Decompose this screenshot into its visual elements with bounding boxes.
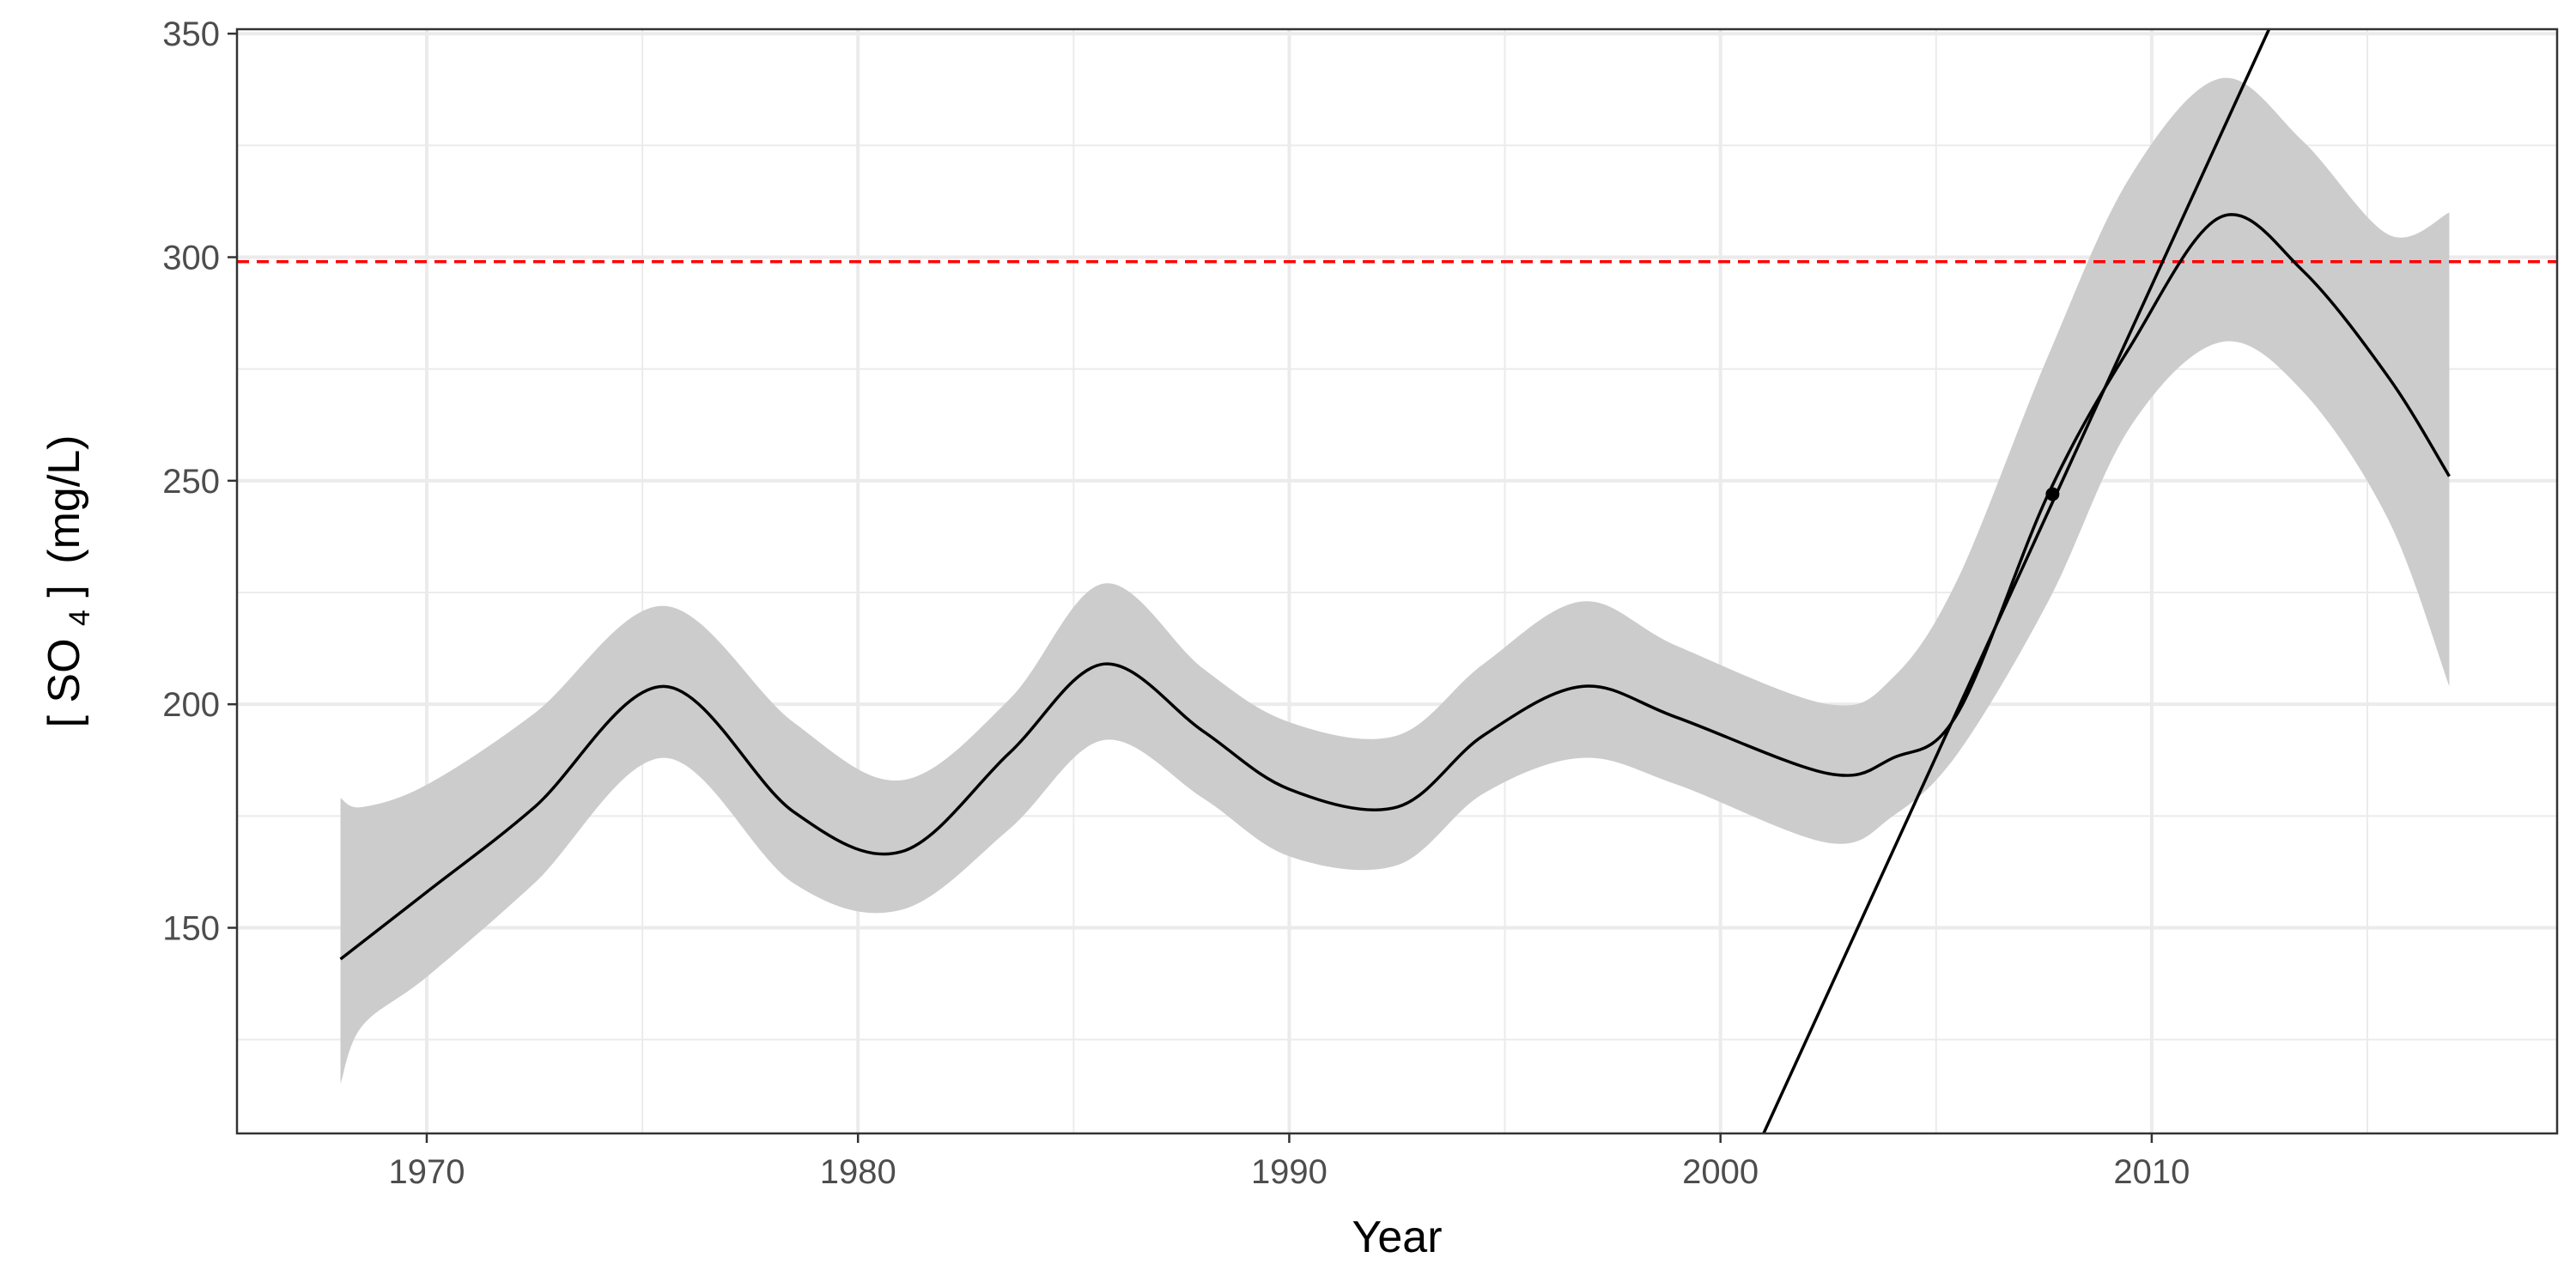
plot-border bbox=[235, 27, 2559, 1135]
y-axis: 150 200 250 300 350 bbox=[162, 15, 237, 948]
confidence-band bbox=[340, 77, 2450, 1084]
y-title-species: SO bbox=[39, 638, 89, 702]
y-title-unit: (mg/L) bbox=[39, 434, 89, 563]
y-title-bracket-close: ] bbox=[39, 585, 89, 597]
y-tick-label: 200 bbox=[162, 686, 220, 724]
svg-text:[ SO 4 ]: [ SO 4 ] (mg/L) bbox=[39, 434, 100, 727]
x-axis-title: Year bbox=[1352, 1212, 1442, 1262]
y-title-bracket-open: [ bbox=[39, 715, 89, 728]
y-axis-title: [ SO 4 ] (mg/L) bbox=[39, 434, 100, 727]
x-tick-label: 2000 bbox=[1682, 1153, 1759, 1191]
x-tick-label: 1980 bbox=[820, 1153, 896, 1191]
y-title-subscript: 4 bbox=[64, 610, 96, 626]
x-axis: 1970 1980 1990 2000 2010 bbox=[388, 1133, 2190, 1191]
x-tick-label: 2010 bbox=[2113, 1153, 2190, 1191]
highlighted-point bbox=[2045, 487, 2060, 501]
y-tick-label: 350 bbox=[162, 15, 220, 53]
tangent-line bbox=[1762, 28, 2271, 1134]
y-tick-label: 300 bbox=[162, 240, 220, 277]
x-tick-label: 1990 bbox=[1251, 1153, 1327, 1191]
x-tick-label: 1970 bbox=[388, 1153, 465, 1191]
y-tick-label: 150 bbox=[162, 910, 220, 948]
y-tick-label: 250 bbox=[162, 463, 220, 501]
smooth-fit-line bbox=[339, 213, 2451, 961]
